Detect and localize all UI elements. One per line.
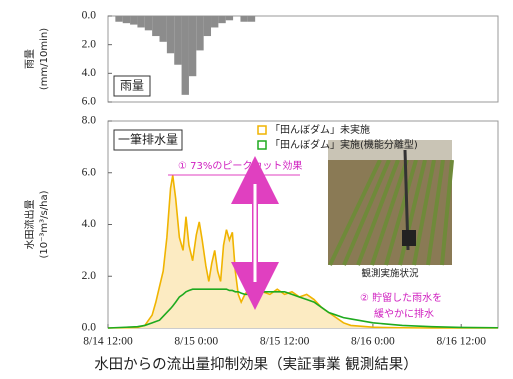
legend-label: 「田んぼダム」未実施	[270, 123, 370, 136]
y-axis-label: 水田流出量	[23, 200, 36, 250]
figure: 水田からの流出量抑制効果（実証事業 観測結果） 0.02.04.06.0雨量(m…	[0, 0, 513, 379]
y-axis-label: 雨量	[24, 49, 36, 69]
y-tick-label: 4.0	[82, 67, 97, 79]
y-tick-label: 2.0	[82, 270, 97, 282]
rain-bar	[145, 16, 152, 30]
y-tick-label: 8.0	[82, 115, 97, 127]
photo-device	[402, 230, 416, 246]
photo-caption: 観測実施状況	[361, 268, 419, 280]
caption: 水田からの流出量抑制効果（実証事業 観測結果）	[94, 356, 418, 373]
legend-swatch	[258, 126, 266, 134]
y-tick-label: 2.0	[82, 38, 97, 50]
rain-bar	[174, 16, 181, 65]
rain-bar	[152, 16, 159, 36]
y-tick-label: 4.0	[82, 218, 97, 230]
annotation: ① 73%のピークカット効果	[178, 159, 302, 172]
annotation: ② 貯留した雨水を	[360, 291, 442, 304]
rain-bar	[130, 16, 137, 25]
x-tick-label: 8/15 12:00	[260, 336, 310, 348]
rain-bar	[226, 16, 233, 20]
y-tick-label: 6.0	[82, 96, 97, 108]
rain-bar	[182, 16, 189, 95]
rain-bar	[167, 16, 174, 53]
rain-bar	[204, 16, 211, 36]
y-tick-label: 0.0	[82, 322, 97, 334]
panel-label: 雨量	[120, 79, 144, 93]
rain-bar	[211, 16, 218, 27]
y-axis-label: (mm/10min)	[39, 28, 50, 90]
rain-bar	[123, 16, 130, 23]
rain-bar	[248, 16, 255, 22]
panel-label: 一筆排水量	[118, 133, 178, 147]
rain-bar	[196, 16, 203, 50]
rain-bar	[240, 16, 247, 22]
rain-bar	[218, 16, 225, 23]
rain-bar	[189, 16, 196, 76]
y-tick-label: 6.0	[82, 166, 97, 178]
x-tick-label: 8/14 12:00	[83, 336, 133, 348]
y-tick-label: 0.0	[82, 10, 97, 22]
x-tick-label: 8/15 0:00	[174, 336, 218, 348]
rain-bar	[137, 16, 144, 27]
photo	[328, 140, 452, 265]
rain-bar	[160, 16, 167, 42]
rain-bar	[115, 16, 122, 22]
annotation: 緩やかに排水	[374, 307, 434, 320]
legend-swatch	[258, 141, 266, 149]
y-axis-label: (10⁻³m³/s/ha)	[39, 190, 50, 258]
x-tick-label: 8/16 12:00	[436, 336, 486, 348]
x-tick-label: 8/16 0:00	[351, 336, 395, 348]
legend-label: 「田んぼダム」実施(機能分離型)	[270, 138, 418, 151]
